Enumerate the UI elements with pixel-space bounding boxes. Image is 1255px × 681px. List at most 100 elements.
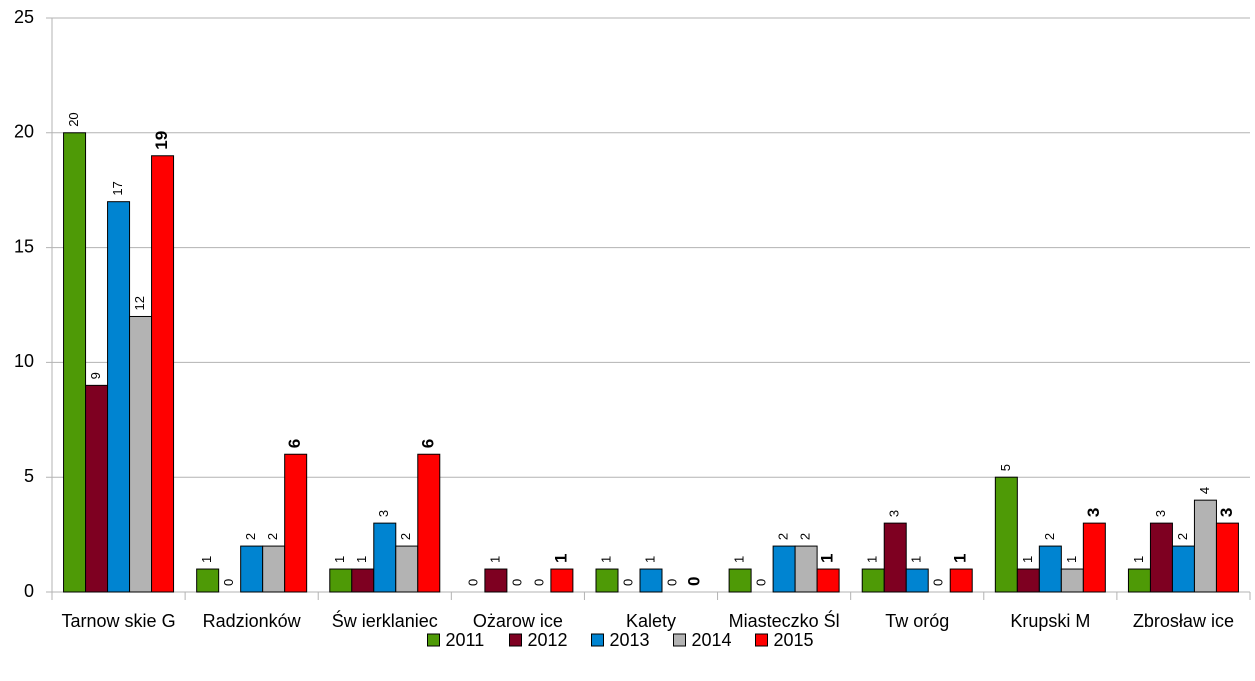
bar bbox=[728, 568, 752, 593]
data-label: 1 bbox=[818, 554, 837, 563]
data-label: 12 bbox=[132, 296, 147, 310]
bar bbox=[595, 568, 619, 593]
data-label: 19 bbox=[152, 131, 171, 150]
data-label: 6 bbox=[418, 439, 437, 448]
x-tick-label: Radzionków bbox=[203, 611, 302, 631]
bar bbox=[949, 568, 973, 593]
y-tick-label: 25 bbox=[14, 7, 34, 27]
y-tick-label: 5 bbox=[24, 466, 34, 486]
bar bbox=[63, 132, 87, 593]
bar bbox=[196, 568, 220, 593]
x-tick-label: Krupski M bbox=[1010, 611, 1090, 631]
y-tick-label: 0 bbox=[24, 581, 34, 601]
x-tick-label: Miasteczko Śl bbox=[729, 610, 840, 631]
data-label: 0 bbox=[684, 577, 703, 586]
bar bbox=[794, 545, 818, 593]
legend-swatch bbox=[427, 633, 440, 647]
data-label: 2 bbox=[1042, 533, 1057, 540]
legend-label: 2014 bbox=[692, 630, 732, 650]
y-tick-label: 10 bbox=[14, 351, 34, 371]
x-tick-label: Św ierklaniec bbox=[332, 610, 438, 631]
bar bbox=[484, 568, 508, 593]
data-label: 0 bbox=[221, 579, 236, 586]
bar bbox=[772, 545, 796, 593]
data-label: 9 bbox=[88, 372, 103, 379]
data-label: 0 bbox=[620, 579, 635, 586]
data-label: 1 bbox=[199, 556, 214, 563]
bar bbox=[1127, 568, 1151, 593]
bar bbox=[395, 545, 419, 593]
data-label: 1 bbox=[1064, 556, 1079, 563]
bar bbox=[994, 476, 1018, 593]
data-label: 2 bbox=[265, 533, 280, 540]
data-label: 0 bbox=[931, 579, 946, 586]
bar bbox=[905, 568, 929, 593]
data-label: 1 bbox=[1020, 556, 1035, 563]
bar bbox=[240, 545, 264, 593]
data-label: 1 bbox=[551, 554, 570, 563]
legend-label: 2013 bbox=[610, 630, 650, 650]
data-label: 0 bbox=[754, 579, 769, 586]
legend-swatch bbox=[673, 633, 686, 647]
data-label: 1 bbox=[865, 556, 880, 563]
y-tick-label: 15 bbox=[14, 236, 34, 256]
data-label: 3 bbox=[376, 510, 391, 517]
data-label: 3 bbox=[887, 510, 902, 517]
data-label: 1 bbox=[487, 556, 502, 563]
data-label: 3 bbox=[1217, 508, 1236, 517]
data-label: 2 bbox=[243, 533, 258, 540]
bar bbox=[351, 568, 375, 593]
bar bbox=[1171, 545, 1195, 593]
bar bbox=[816, 568, 840, 593]
data-label: 1 bbox=[642, 556, 657, 563]
bar bbox=[329, 568, 353, 593]
bar bbox=[151, 155, 175, 593]
data-label: 1 bbox=[732, 556, 747, 563]
legend-label: 2015 bbox=[774, 630, 814, 650]
bar bbox=[550, 568, 574, 593]
bar bbox=[373, 522, 397, 593]
data-label: 17 bbox=[110, 181, 125, 195]
bar bbox=[107, 201, 131, 593]
legend-swatch bbox=[509, 633, 522, 647]
data-label: 1 bbox=[332, 556, 347, 563]
legend-swatch bbox=[755, 633, 768, 647]
data-label: 0 bbox=[465, 579, 480, 586]
bar bbox=[883, 522, 907, 593]
bar bbox=[861, 568, 885, 593]
x-tick-label: Tw oróg bbox=[885, 611, 949, 631]
data-label: 1 bbox=[354, 556, 369, 563]
data-label: 2 bbox=[1175, 533, 1190, 540]
bar bbox=[1193, 499, 1217, 593]
bar bbox=[639, 568, 663, 593]
data-label: 2 bbox=[398, 533, 413, 540]
data-label: 3 bbox=[1153, 510, 1168, 517]
data-label: 0 bbox=[531, 579, 546, 586]
bar bbox=[1016, 568, 1040, 593]
data-label: 0 bbox=[509, 579, 524, 586]
x-tick-label: Ożarow ice bbox=[473, 611, 563, 631]
data-label: 0 bbox=[664, 579, 679, 586]
data-label: 1 bbox=[909, 556, 924, 563]
bar bbox=[1215, 522, 1239, 593]
data-label: 3 bbox=[1084, 508, 1103, 517]
data-label: 1 bbox=[598, 556, 613, 563]
bar bbox=[284, 453, 308, 593]
legend-swatch bbox=[591, 633, 604, 647]
bar bbox=[85, 384, 109, 593]
x-tick-label: Kalety bbox=[626, 611, 676, 631]
data-label: 1 bbox=[1131, 556, 1146, 563]
data-label: 2 bbox=[798, 533, 813, 540]
data-label: 1 bbox=[951, 554, 970, 563]
legend-label: 2012 bbox=[528, 630, 568, 650]
data-label: 20 bbox=[66, 112, 81, 126]
bar bbox=[1149, 522, 1173, 593]
x-tick-label: Zbrosław ice bbox=[1133, 611, 1234, 631]
bar bbox=[417, 453, 441, 593]
bar bbox=[1038, 545, 1062, 593]
data-label: 4 bbox=[1197, 487, 1212, 494]
x-tick-label: Tarnow skie G bbox=[62, 611, 176, 631]
data-label: 6 bbox=[285, 439, 304, 448]
data-label: 2 bbox=[776, 533, 791, 540]
